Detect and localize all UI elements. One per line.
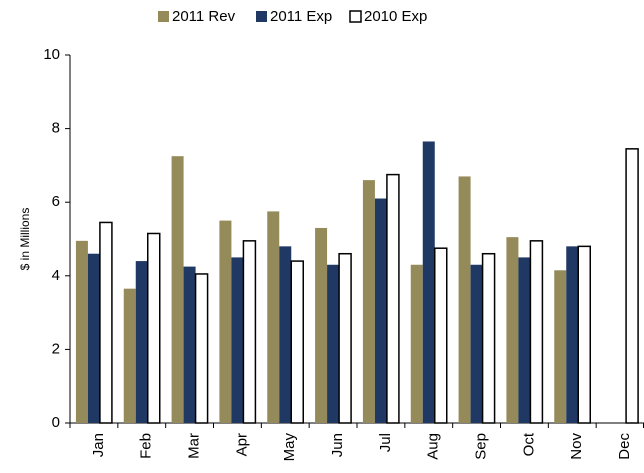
legend-swatch <box>349 10 362 23</box>
bar <box>171 156 184 423</box>
bar <box>242 240 257 424</box>
x-tick-label: Nov <box>568 433 585 460</box>
bar <box>123 288 136 423</box>
bar <box>554 270 567 423</box>
bar <box>135 261 148 423</box>
x-tick-label: Oct <box>520 432 537 456</box>
bar <box>422 141 435 424</box>
x-tick-label: Jul <box>377 433 394 452</box>
legend-label: 2010 Exp <box>364 8 427 25</box>
x-tick-label: May <box>281 433 298 462</box>
bar <box>470 264 483 423</box>
bar <box>194 273 209 424</box>
bar <box>410 264 423 423</box>
y-tick-label: 2 <box>52 340 60 357</box>
legend-label: 2011 Rev <box>172 8 236 25</box>
x-tick-label: Sep <box>473 433 490 460</box>
y-tick-label: 10 <box>43 46 60 63</box>
bar <box>577 245 591 424</box>
bar <box>458 176 471 423</box>
bar <box>231 257 244 423</box>
bar <box>99 221 113 424</box>
bar <box>386 173 400 424</box>
bar <box>529 240 544 424</box>
y-tick-label: 6 <box>52 193 60 210</box>
bar <box>327 264 340 423</box>
bar <box>434 247 448 424</box>
bar <box>566 246 579 423</box>
bar <box>518 257 531 423</box>
y-tick-label: 4 <box>52 267 60 284</box>
x-tick-label: Mar <box>186 433 203 459</box>
x-tick-label: Jan <box>90 433 107 457</box>
y-tick-label: 8 <box>52 120 60 137</box>
legend-swatch <box>158 11 169 22</box>
bar <box>183 266 196 423</box>
bar <box>219 220 232 423</box>
bar <box>290 260 304 424</box>
bar <box>625 148 639 424</box>
bar <box>338 252 352 424</box>
bar <box>87 253 100 423</box>
legend-swatch <box>256 11 267 22</box>
legend-label: 2011 Exp <box>270 8 332 25</box>
x-tick-label: Aug <box>425 433 442 460</box>
bar <box>147 232 161 424</box>
bar <box>267 211 280 423</box>
y-tick-label: 0 <box>52 414 60 431</box>
x-tick-label: Apr <box>233 433 250 456</box>
y-axis-label: $ in Millions <box>18 208 32 271</box>
x-tick-label: Feb <box>138 433 155 459</box>
bar <box>506 237 519 423</box>
bar <box>362 180 375 423</box>
bar <box>481 252 496 424</box>
bar <box>279 246 292 423</box>
bar <box>75 240 88 423</box>
bar <box>374 198 387 423</box>
x-tick-label: Jun <box>329 433 346 457</box>
x-tick-label: Dec <box>616 433 633 460</box>
bar <box>315 227 328 423</box>
